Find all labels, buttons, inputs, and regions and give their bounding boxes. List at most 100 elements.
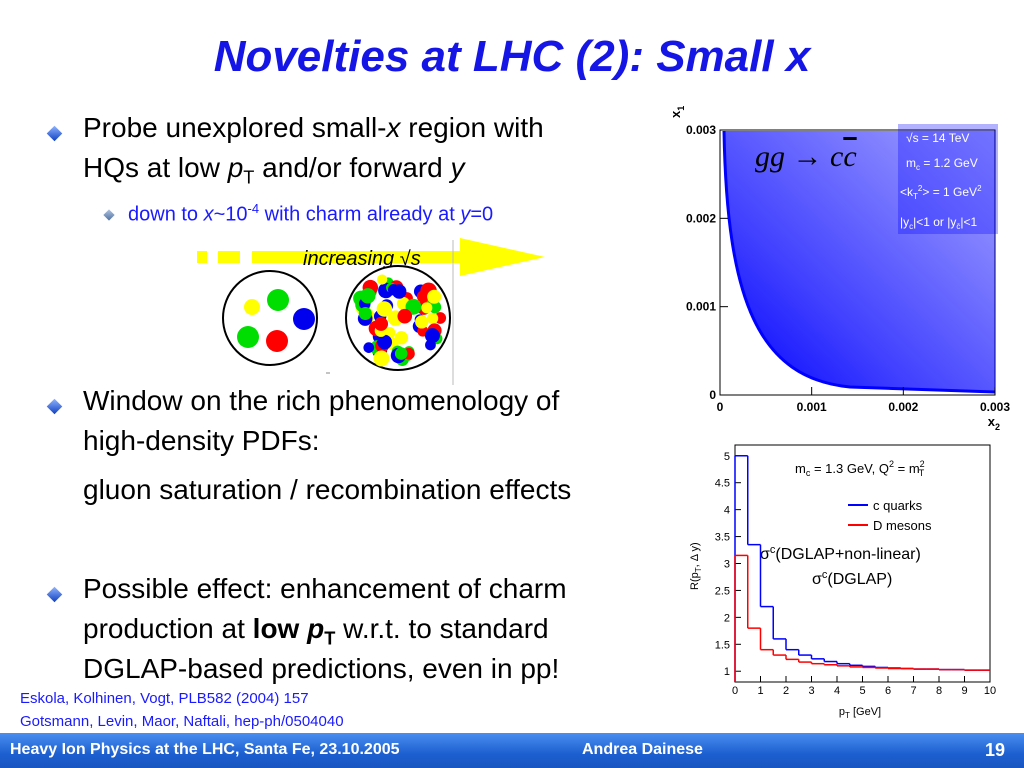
text: 1 [676,106,686,111]
arrow-head [460,238,545,276]
text: HQs at low [83,152,228,183]
text: x [203,203,214,226]
y-tick-label: 1.5 [715,639,730,651]
x-tick-label: 0.003 [980,400,1010,414]
parton [415,315,429,329]
y-axis-label: R(pT, Δ y) [689,542,703,590]
bullet-line: DGLAP-based predictions, even in pp! [83,653,559,685]
text: Window on the rich phenomenology of [83,385,560,416]
text: 2 [889,459,894,469]
legend-label: D mesons [873,518,932,533]
scatter-density [724,131,995,392]
parton [377,334,393,350]
text: T [913,192,918,201]
y-axis-label: x1 [668,106,686,118]
text: Probe unexplored small- [83,112,387,143]
text: c [806,468,811,478]
text: = 1.2 GeV [920,156,978,170]
parton [394,331,409,345]
x-tick-label: 0.001 [797,400,827,414]
bullet-line: high-density PDFs: [83,425,320,457]
parton [373,350,390,367]
parton [374,316,389,331]
y-tick-label: 1 [724,666,730,678]
page-number: 19 [985,740,1006,760]
arrow-label: increasing √s [303,248,421,270]
y-tick-label: 5 [724,451,730,463]
parton [421,302,433,314]
text: region with [400,112,544,143]
text: x [988,414,996,429]
text: T [919,468,925,478]
text: = 1.3 GeV, Q [810,461,889,476]
y-tick-label: 0.002 [686,211,716,225]
parton [358,306,372,321]
arrow-dash [197,251,207,263]
x-tick-label: 6 [885,685,891,697]
text: high-density PDFs: [83,425,320,456]
text: p [307,613,325,644]
text: x [386,112,401,143]
legend-line: <kT2> = 1 GeV2 [900,184,982,201]
text: Possible effect: enhancement of charm [83,573,567,604]
text: σ [812,571,822,588]
text: down to [128,203,204,226]
parton [376,301,393,317]
parton [266,330,288,352]
text: -4 [247,201,260,216]
text: m [906,156,916,170]
bullet-line: HQs at low pT and/or forward y [83,152,465,189]
text: (DGLAP+non-linear) [775,546,920,563]
text: |<1 or |y [913,215,956,229]
scatter-edge [722,130,996,394]
legend-line: |yc|<1 or |yc̄|<1 [900,215,978,231]
parton [424,328,440,344]
parton [267,289,289,311]
text: DGLAP-based predictions, even in pp! [83,653,560,684]
scatter-legend: √s = 14 TeV mc = 1.2 GeV <kT2> = 1 GeV2 … [900,131,982,231]
text: |<1 [960,215,977,229]
y-tick-label: 2.5 [715,585,730,597]
y-tick-label: 3 [724,559,730,571]
footer-author: Andrea Dainese [582,741,703,758]
text: low [252,613,308,644]
parton [293,308,315,330]
parton [363,342,375,353]
text: gg → c [755,140,843,173]
y-tick-label: 0.001 [686,300,716,314]
text: increasing [303,248,400,270]
text: m [795,461,806,476]
histogram-frame [734,444,991,683]
text: x [668,110,683,118]
text: c [822,569,828,581]
text: σ [760,546,770,563]
x-tick-label: 3 [808,685,814,697]
x-tick-label: 10 [984,685,996,697]
y-tick-label: 2 [724,612,730,624]
text: =0 [470,203,494,226]
arrow-dash [218,251,240,263]
graphics: increasing √s √s = 14 TeV mc = 1.2 GeV <… [197,106,1010,720]
slide-title: Novelties at LHC (2): Small x [213,32,811,81]
text: √s = 14 TeV [906,131,969,145]
text: with charm already at [259,203,461,226]
y-tick-label: 4 [724,505,730,517]
text: |y [900,215,909,229]
text: c̄ [956,222,960,231]
x-tick-label: 8 [936,685,942,697]
text: production at [83,613,253,644]
x-tick-label: 2 [783,685,789,697]
text: c [843,140,856,173]
text: c [770,544,776,556]
text: 2 [920,459,925,469]
text: c [909,222,913,231]
x-tick-label: 0.002 [888,400,918,414]
legend-line: mc = 1.2 GeV [906,156,978,172]
bullet-line: Possible effect: enhancement of charm [83,573,567,605]
text: T [845,711,850,720]
parton [416,290,429,303]
text: [GeV] [850,706,881,718]
text: R(p [689,572,701,590]
y-tick-label: 0.003 [686,123,716,137]
